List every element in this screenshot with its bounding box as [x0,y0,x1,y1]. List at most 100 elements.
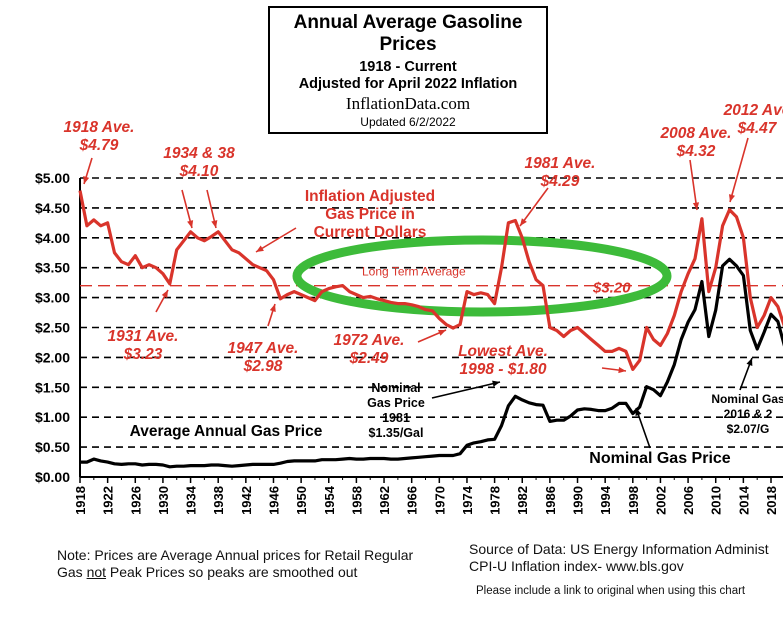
arrow-head [438,330,446,336]
updated-date: Updated 6/2/2022 [360,115,456,129]
x-tick-label: 2006 [681,486,696,515]
x-tick-label: 1986 [543,486,558,515]
annotation-text: 1981 Ave. [525,155,596,172]
x-tick-label: 1982 [515,486,530,515]
arrow-head [618,366,626,374]
source-line-2: CPI-U Inflation index- www.bls.gov [469,558,684,574]
annotation-text: $3.23 [123,346,163,363]
y-tick-label: $4.50 [35,200,70,216]
source-line-1: Source of Data: US Energy Information Ad… [469,541,769,557]
long-term-average-value: $3.20 [592,280,631,297]
annotation-text: Inflation Adjusted [305,188,435,205]
chart-title: Annual Average Gasoline Prices [293,12,523,55]
annotation-arrows [83,137,753,449]
x-tick-label: 1958 [349,486,364,515]
x-tick-label: 2002 [653,486,668,515]
x-tick-label: 1990 [571,486,586,515]
series-lines [78,190,783,469]
site-name: InflationData.com [345,94,471,113]
nominal-price-line [80,257,783,469]
long-term-average-label: Long Term Average [362,265,466,279]
annotation-text: 2016 & 2 [724,407,773,421]
annotation-text: Nominal [371,381,420,395]
y-tick-label: $0.00 [35,469,70,485]
y-tick-label: $4.00 [35,230,70,246]
arrow-head [211,220,218,228]
footnote: Note: Prices are Average Annual prices f… [57,547,413,581]
arrow-head [269,304,276,312]
long-term-average: Long Term Average $3.20 [80,265,783,297]
x-tick-label: 1926 [128,486,143,515]
annotation-text: $2.49 [349,350,389,367]
annotation-text: 1998 - $1.80 [459,361,546,378]
arrow-head [492,380,500,387]
arrow-head [746,358,753,366]
x-tick-label: 1954 [322,485,337,515]
annotation-text: 1931 Ave. [108,328,179,345]
arrow-head [635,408,642,416]
inflation-adjusted-line [78,190,783,371]
y-tick-label: $0.50 [35,439,70,455]
annotation-text: Current Dollars [314,224,427,241]
annotation-text: 1972 Ave. [334,332,405,349]
y-tick-label: $3.50 [35,260,70,276]
title-box: Annual Average Gasoline Prices 1918 - Cu… [268,6,548,134]
x-tick-label: 1962 [377,486,392,515]
x-tick-label: 1974 [460,485,475,515]
arrow-head [256,245,264,252]
y-tick-label: $1.00 [35,409,70,425]
annotation-text: $4.79 [79,137,119,154]
annotation-text: Average Annual Gas Price [130,423,323,440]
annotation-text: Nominal Gas [711,392,783,406]
annotation-text: Gas Price in [325,206,415,223]
x-tick-label: 1970 [432,486,447,515]
note-line-1: Note: Prices are Average Annual prices f… [57,547,414,563]
x-tick-label: 1922 [101,486,116,515]
link-request: Please include a link to original when u… [476,585,746,597]
annotation-arrow [255,227,297,253]
x-tick-label: 2018 [764,486,779,515]
note-post: Peak Prices so peaks are smoothed out [106,564,358,580]
x-tick-label: 1942 [239,486,254,515]
annotation-text: 2012 Ave [723,102,783,119]
arrow-head [187,220,194,228]
highlight-ellipse [292,235,672,317]
annotation-text: $4.29 [540,173,580,190]
arrow-head [161,290,168,298]
x-tick-label: 1934 [184,485,199,515]
y-tick-label: $3.00 [35,290,70,306]
annotation-text: $2.98 [243,358,283,375]
x-tick-label: 1938 [211,486,226,515]
note-not: not [86,564,107,580]
note-pre: Gas [57,564,87,580]
annotation-text: $4.10 [179,163,219,180]
y-tick-label: $2.00 [35,349,70,365]
arrow-head [83,176,90,184]
annotation-text: $4.32 [676,143,716,160]
chart-range: 1918 - Current [359,59,457,75]
x-tick-label: 1994 [598,485,613,515]
annotation-arrow [519,187,549,227]
annotation-text: 1981 [382,411,410,425]
x-tick-label: 1918 [73,486,88,515]
annotation-text: $4.47 [737,120,778,137]
x-tick-label: 2010 [709,486,724,515]
source-note: Source of Data: US Energy Information Ad… [469,541,769,575]
x-tick-label: 2014 [736,485,751,515]
chart-adjusted: Adjusted for April 2022 Inflation [298,76,518,92]
annotation-text: Lowest Ave. [458,343,548,360]
annotation-text: $1.35/Gal [369,426,424,440]
annotation-text: 2008 Ave. [660,125,732,142]
arrow-head [692,202,700,210]
annotation-arrow [729,137,749,203]
x-tick-label: 1978 [488,486,503,515]
x-tick-label: 1966 [405,486,420,515]
arrow-head [728,194,735,202]
annotation-text: Gas Price [367,396,425,410]
x-tick-label: 1998 [626,486,641,515]
annotation-text: 1934 & 38 [163,145,235,162]
annotation-text: 1918 Ave. [64,119,135,136]
arrow-head [520,218,527,226]
